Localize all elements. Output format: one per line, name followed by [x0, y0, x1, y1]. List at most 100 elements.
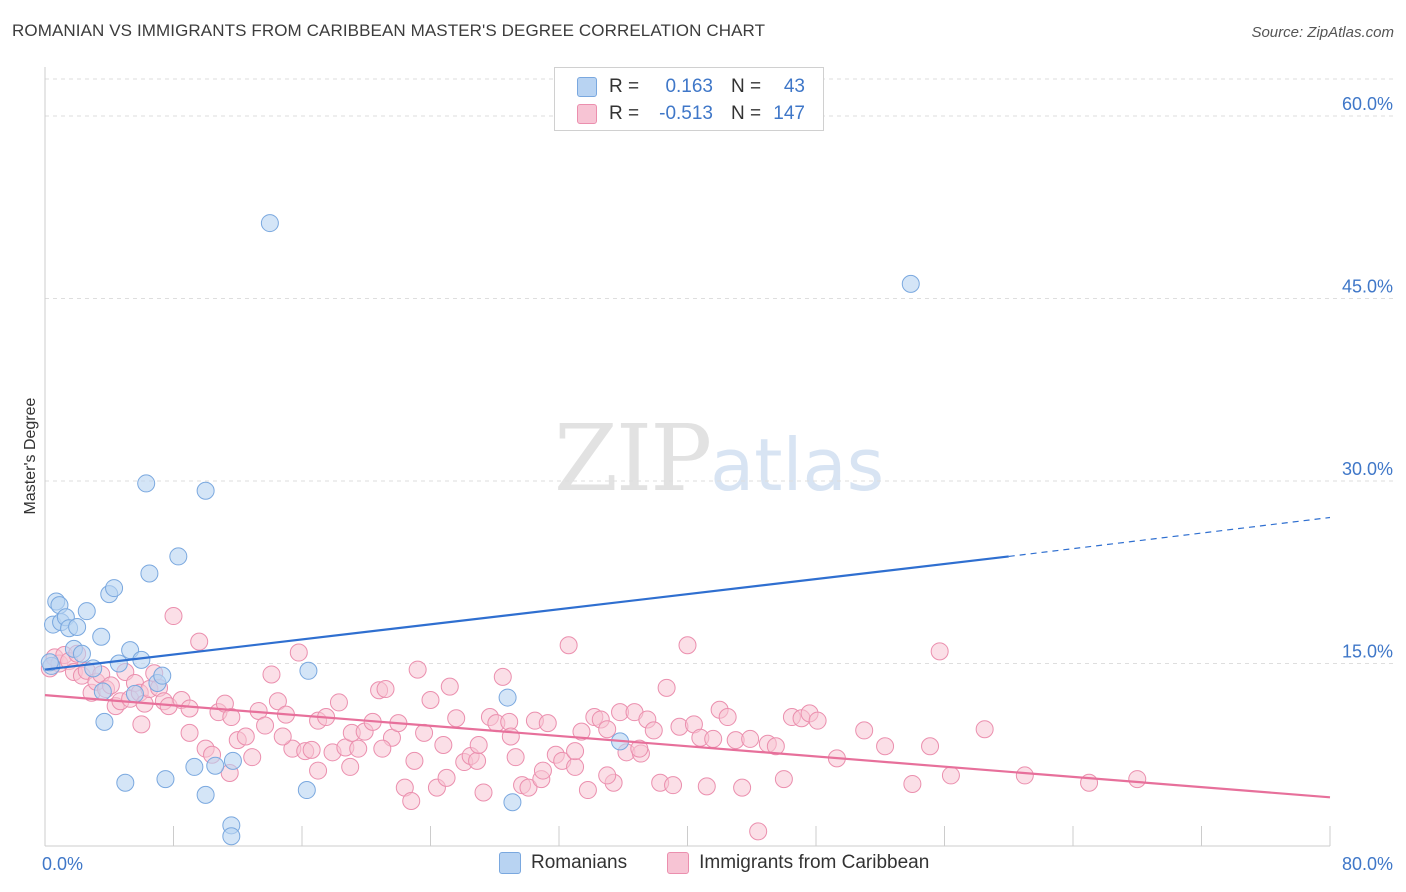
romanian-point — [77, 602, 96, 621]
caribbean-point — [566, 742, 585, 761]
y-tick-label: 60.0% — [1342, 94, 1393, 114]
romanians-trend-extension — [1008, 516, 1331, 558]
caribbean-point — [630, 739, 649, 758]
caribbean-point — [408, 660, 427, 679]
caribbean-point — [1015, 766, 1034, 785]
caribbean-point — [349, 739, 368, 758]
romanian-point — [498, 688, 517, 707]
romanian-point — [92, 627, 111, 646]
caribbean-points — [40, 607, 1147, 841]
caribbean-point — [474, 783, 493, 802]
caribbean-point — [741, 729, 760, 748]
caribbean-point — [373, 739, 392, 758]
romanians-trend-line — [44, 555, 1009, 671]
x-tick-label: 80.0% — [1342, 854, 1393, 874]
romanian-point — [109, 654, 128, 673]
romanian-point — [72, 644, 91, 663]
watermark-zip: ZIP — [554, 405, 712, 512]
caribbean-point — [598, 720, 617, 739]
caribbean-point — [190, 632, 209, 651]
romanian-points — [40, 214, 920, 846]
caribbean-point — [329, 693, 348, 712]
caribbean-point — [268, 692, 287, 711]
chart-title: ROMANIAN VS IMMIGRANTS FROM CARIBBEAN MA… — [12, 21, 766, 40]
legend-row-romanians: R = 0.163 N = 43 — [577, 76, 805, 98]
caribbean-legend-label: Immigrants from Caribbean — [699, 852, 930, 873]
romanian-point — [222, 827, 241, 846]
caribbean-point — [421, 691, 440, 709]
caribbean-point — [704, 729, 723, 748]
caribbean-point — [262, 665, 281, 684]
caribbean-point — [164, 607, 183, 626]
romanians-n-value: 43 — [783, 76, 805, 97]
source-label: Source: ZipAtlas.com — [1251, 24, 1394, 41]
caribbean-point — [774, 770, 793, 789]
romanian-point — [196, 785, 215, 804]
romanian-point — [156, 770, 175, 789]
romanian-point — [153, 666, 172, 685]
series-legend: Romanians Immigrants from Caribbean — [499, 852, 969, 874]
correlation-legend: R = 0.163 N = 43 R = -0.513 N = 147 — [554, 67, 824, 131]
caribbean-point — [644, 721, 663, 740]
caribbean-point — [180, 699, 199, 718]
caribbean-n-value: 147 — [773, 103, 805, 124]
y-tick-label: 30.0% — [1342, 459, 1393, 479]
romanian-point — [137, 474, 156, 493]
romanians-legend-label: Romanians — [531, 852, 628, 873]
caribbean-point — [876, 737, 895, 756]
caribbean-point — [519, 778, 538, 797]
legend-r-label: R = — [609, 103, 640, 124]
caribbean-point — [941, 766, 960, 785]
caribbean-point — [309, 761, 328, 780]
caribbean-point — [376, 680, 395, 699]
caribbean-point — [538, 714, 557, 733]
romanian-point — [206, 756, 225, 775]
zipatlas-watermark: ZIPatlas — [554, 405, 884, 512]
y-tick-label: 45.0% — [1342, 277, 1393, 297]
caribbean-r-value: -0.513 — [659, 103, 713, 124]
romanians-legend-swatch — [499, 852, 521, 874]
caribbean-point — [236, 727, 255, 746]
caribbean-point — [180, 723, 199, 742]
caribbean-point — [132, 715, 151, 734]
y-tick-label: 15.0% — [1342, 642, 1393, 662]
caribbean-point — [697, 777, 716, 796]
caribbean-point — [468, 751, 487, 770]
legend-item-romanians[interactable]: Romanians — [499, 852, 627, 874]
caribbean-point — [273, 727, 292, 746]
legend-r-label: R = — [609, 76, 640, 97]
caribbean-point — [930, 642, 949, 661]
caribbean-point — [469, 736, 488, 755]
caribbean-point — [855, 721, 874, 740]
caribbean-point — [289, 643, 308, 662]
romanian-point — [93, 682, 112, 701]
romanian-point — [40, 653, 59, 672]
trend-lines — [44, 516, 1331, 799]
romanian-point — [116, 773, 135, 792]
grid-lines — [45, 78, 1393, 664]
caribbean-point — [664, 776, 683, 795]
watermark-atlas: atlas — [710, 423, 885, 507]
romanian-point — [223, 751, 242, 770]
caribbean-swatch — [577, 104, 597, 124]
caribbean-point — [533, 761, 552, 780]
caribbean-point — [493, 667, 512, 686]
caribbean-point — [1128, 770, 1147, 789]
legend-row-caribbean: R = -0.513 N = 147 — [577, 103, 805, 125]
caribbean-point — [749, 822, 768, 841]
caribbean-point — [222, 708, 241, 727]
axes — [44, 67, 1331, 847]
legend-item-caribbean[interactable]: Immigrants from Caribbean — [667, 852, 929, 874]
legend-n-label: N = — [731, 103, 762, 124]
romanian-point — [299, 661, 318, 680]
caribbean-point — [434, 736, 453, 755]
caribbean-point — [415, 723, 434, 742]
caribbean-point — [578, 781, 597, 800]
caribbean-point — [243, 748, 262, 767]
caribbean-point — [402, 791, 421, 810]
caribbean-point — [598, 766, 617, 785]
romanian-point — [125, 684, 144, 703]
caribbean-point — [808, 711, 827, 730]
legend-n-label: N = — [731, 76, 762, 97]
